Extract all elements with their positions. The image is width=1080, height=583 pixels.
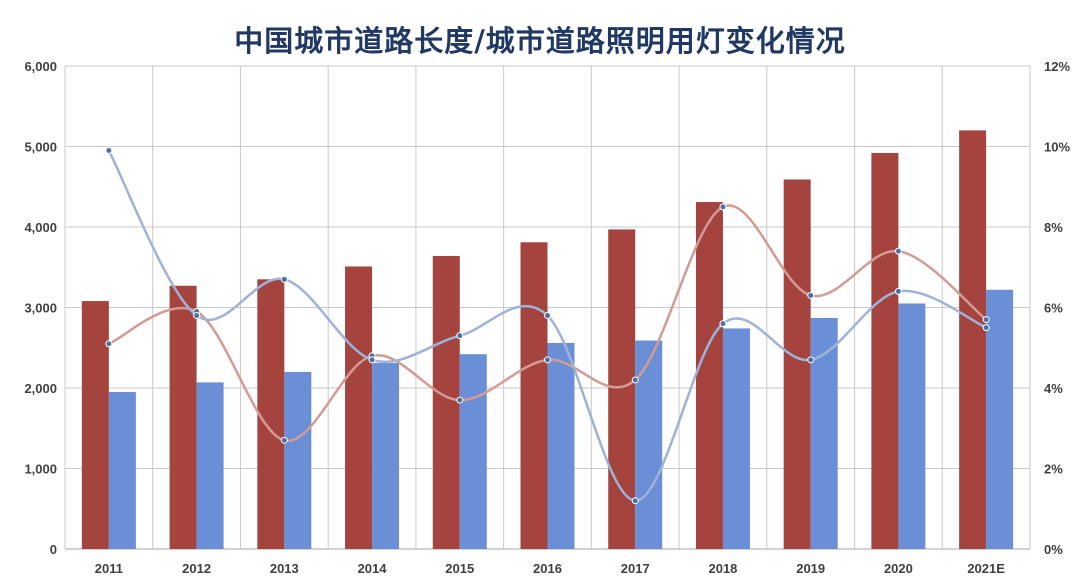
axis-x-labels: 2011 2012 2013 2014 2015 2016 2017 2018 2019 2020… bbox=[95, 561, 1005, 576]
tick-x-2017: 2017 bbox=[621, 561, 650, 576]
tick-right-4: 8% bbox=[1044, 220, 1063, 235]
lines bbox=[105, 147, 990, 505]
tick-right-3: 6% bbox=[1044, 301, 1063, 316]
tick-right-6: 12% bbox=[1044, 59, 1070, 74]
point-series-red-line-2019 bbox=[807, 291, 815, 299]
tick-x-2014: 2014 bbox=[358, 561, 388, 576]
bar-series-blue-bar-2017 bbox=[635, 340, 663, 549]
point-series-blue-line-2015 bbox=[456, 332, 464, 340]
point-series-blue-line-2012 bbox=[193, 312, 201, 320]
bar-series-blue-bar-2011 bbox=[108, 392, 136, 549]
bar-series-red-bar-2016 bbox=[520, 242, 548, 550]
point-series-red-line-2013 bbox=[280, 436, 288, 444]
tick-left-6: 6,000 bbox=[24, 59, 57, 74]
tick-x-2020: 2020 bbox=[884, 561, 913, 576]
bar-series-blue-bar-2018 bbox=[722, 328, 750, 549]
bar-series-red-bar-2013 bbox=[257, 279, 285, 549]
axis-right-labels: 0% 2% 4% 6% 8% 10% 12% bbox=[1044, 59, 1070, 557]
line-series-red-line bbox=[108, 204, 987, 442]
bar-series-red-bar-2019 bbox=[783, 179, 811, 549]
bar-series-red-bar-2015 bbox=[432, 255, 460, 550]
tick-left-1: 1,000 bbox=[24, 462, 57, 477]
tick-x-2011: 2011 bbox=[95, 561, 123, 576]
tick-x-2019: 2019 bbox=[796, 561, 825, 576]
tick-x-2015: 2015 bbox=[445, 561, 474, 576]
point-series-blue-line-2020 bbox=[894, 287, 902, 295]
point-series-blue-line-2016 bbox=[544, 312, 551, 320]
point-series-blue-line-2011 bbox=[105, 147, 113, 155]
point-series-red-line-2021E bbox=[982, 316, 990, 324]
bar-series-red-bar-2021E bbox=[959, 130, 987, 549]
bar-series-blue-bar-2020 bbox=[898, 303, 926, 549]
chart-title: 中国城市道路长度/城市道路照明用灯变化情况 bbox=[234, 24, 846, 58]
point-series-red-line-2015 bbox=[456, 396, 464, 404]
tick-left-5: 5,000 bbox=[24, 140, 57, 155]
tick-left-4: 4,000 bbox=[24, 220, 57, 235]
point-series-blue-line-2013 bbox=[280, 275, 288, 283]
bar-series-blue-bar-2012 bbox=[196, 382, 224, 549]
point-series-blue-line-2014 bbox=[368, 356, 376, 364]
bar-series-blue-bar-2015 bbox=[459, 354, 487, 549]
tick-x-2012: 2012 bbox=[182, 561, 211, 576]
tick-right-5: 10% bbox=[1044, 140, 1070, 155]
point-series-blue-line-2021E bbox=[982, 324, 990, 332]
point-series-red-line-2011 bbox=[105, 340, 113, 348]
line-series-blue-line bbox=[107, 149, 987, 502]
bar-series-blue-bar-2016 bbox=[547, 342, 575, 549]
tick-right-1: 2% bbox=[1044, 462, 1063, 477]
point-series-red-line-2017 bbox=[631, 376, 639, 384]
axis-left-labels: 0 1,000 2,000 3,000 4,000 5,000 6,000 bbox=[24, 59, 57, 557]
bar-series-red-bar-2011 bbox=[81, 301, 109, 549]
point-series-blue-line-2017 bbox=[631, 497, 639, 505]
point-series-blue-line-2018 bbox=[719, 320, 727, 328]
bar-series-red-bar-2012 bbox=[169, 285, 197, 549]
tick-right-0: 0% bbox=[1044, 542, 1063, 557]
point-series-red-line-2016 bbox=[544, 356, 551, 364]
tick-left-3: 3,000 bbox=[24, 301, 57, 316]
bar-series-blue-bar-2013 bbox=[284, 371, 312, 549]
bar-series-red-bar-2014 bbox=[345, 266, 373, 549]
tick-left-2: 2,000 bbox=[24, 381, 57, 396]
point-series-red-line-2018 bbox=[719, 203, 727, 211]
bar-series-blue-bar-2021E bbox=[986, 289, 1014, 549]
point-series-red-line-2020 bbox=[894, 247, 902, 255]
tick-x-2013: 2013 bbox=[270, 561, 299, 576]
bar-series-red-bar-2017 bbox=[608, 229, 636, 550]
bar-series-blue-bar-2014 bbox=[372, 363, 400, 549]
tick-right-2: 4% bbox=[1044, 381, 1063, 396]
bar-series-blue-bar-2019 bbox=[810, 317, 838, 549]
bar-series-red-bar-2018 bbox=[695, 202, 723, 550]
tick-x-2018: 2018 bbox=[708, 561, 737, 576]
point-series-blue-line-2019 bbox=[807, 356, 815, 364]
tick-left-0: 0 bbox=[50, 542, 57, 557]
bars bbox=[81, 130, 1014, 550]
tick-x-2016: 2016 bbox=[533, 561, 562, 576]
bar-series-red-bar-2020 bbox=[871, 152, 899, 549]
tick-x-2021E: 2021E bbox=[967, 561, 1005, 576]
